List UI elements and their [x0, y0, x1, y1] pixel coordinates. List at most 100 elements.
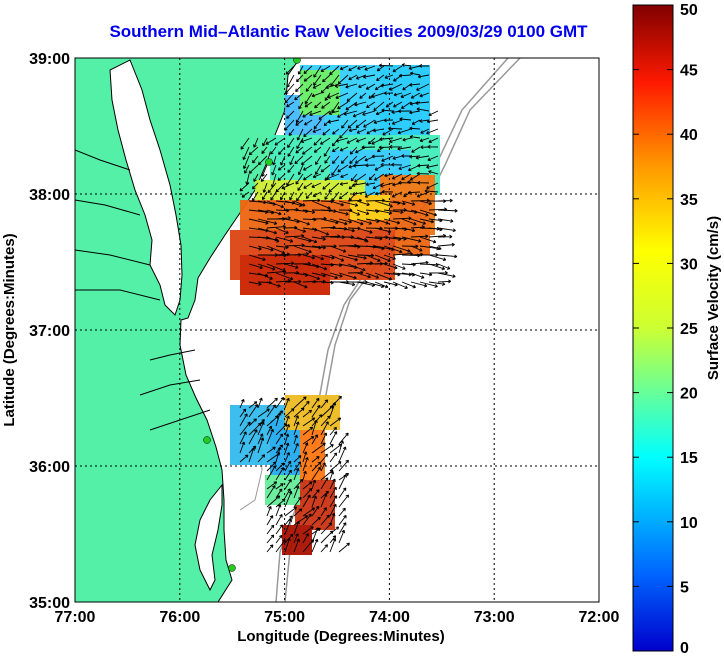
velocity-arrow: [374, 200, 393, 208]
velocity-arrow: [304, 92, 313, 105]
velocity-arrow: [253, 137, 259, 148]
velocity-arrow: [399, 117, 412, 122]
x-tick-label: 75:00: [264, 609, 305, 626]
velocity-arrow: [352, 163, 367, 168]
velocity-arrow: [284, 92, 295, 104]
station-marker: [203, 436, 211, 444]
velocity-arrow: [293, 538, 300, 553]
velocity-arrow: [409, 135, 421, 139]
velocity-arrow: [248, 146, 259, 156]
velocity-arrow: [428, 254, 447, 262]
velocity-arrow: [311, 489, 320, 499]
velocity-arrow: [410, 281, 428, 288]
velocity-arrow: [239, 398, 245, 409]
velocity-arrow: [320, 415, 331, 427]
y-axis-label: Latitude (Degrees:Minutes): [1, 233, 18, 426]
velocity-arrow: [289, 191, 295, 201]
velocity-arrow: [437, 272, 456, 279]
velocity-arrow: [257, 272, 273, 280]
velocity-arrow: [294, 92, 304, 101]
velocity-arrow: [277, 164, 286, 171]
velocity-arrow: [311, 495, 317, 508]
velocity-arrow: [297, 164, 304, 176]
velocity-arrow: [241, 191, 250, 198]
velocity-arrow: [261, 164, 268, 177]
velocity-arrow: [320, 514, 330, 526]
velocity-arrow: [302, 209, 316, 214]
velocity-arrow: [329, 245, 347, 253]
velocity-arrow: [409, 101, 421, 106]
velocity-arrow: [383, 245, 403, 254]
velocity-arrow: [411, 119, 421, 125]
velocity-arrow: [338, 200, 359, 207]
velocity-arrow: [311, 461, 322, 472]
velocity-arrow: [320, 477, 329, 490]
velocity-arrow: [303, 182, 313, 189]
velocity-arrow: [275, 396, 285, 409]
velocity-arrow: [419, 63, 430, 68]
velocity-arrow: [313, 119, 322, 130]
velocity-arrow: [248, 401, 258, 409]
velocity-arrow: [393, 101, 403, 108]
velocity-arrow: [392, 263, 406, 270]
velocity-arrow: [338, 487, 347, 499]
velocity-arrow: [293, 218, 310, 226]
velocity-arrow: [383, 118, 394, 123]
velocity-arrow: [383, 218, 401, 225]
velocity-arrow: [391, 191, 403, 198]
velocity-arrow: [293, 415, 299, 427]
velocity-arrow: [372, 128, 385, 133]
velocity-arrow: [302, 417, 316, 427]
velocity-arrow: [297, 182, 304, 191]
velocity-arrow: [311, 466, 321, 481]
velocity-arrow: [361, 145, 376, 150]
velocity-arrow: [417, 74, 430, 79]
velocity-arrow: [311, 538, 319, 553]
velocity-arrow: [302, 400, 310, 409]
velocity-arrow: [378, 63, 394, 68]
velocity-arrow: [397, 146, 412, 151]
y-tick-label: 37:00: [29, 323, 70, 340]
velocity-arrow: [284, 488, 291, 499]
velocity-arrow: [311, 456, 320, 463]
velocity-arrow: [409, 71, 421, 76]
chesapeake-bay: [109, 59, 183, 316]
colorbar-tick-label: 20: [680, 386, 698, 403]
velocity-arrow: [266, 397, 278, 409]
velocity-arrow: [329, 402, 337, 418]
velocity-arrow: [391, 173, 403, 180]
velocity-arrow: [284, 478, 292, 490]
velocity-arrow: [417, 163, 430, 168]
velocity-arrow: [365, 83, 376, 90]
southern-velocity-field: [230, 395, 340, 555]
velocity-arrow: [329, 218, 348, 226]
velocity-arrow: [410, 92, 421, 99]
velocity-arrow: [392, 216, 412, 221]
velocity-arrow: [368, 92, 376, 99]
velocity-arrow: [248, 263, 263, 270]
velocity-arrow: [302, 426, 314, 436]
x-tick-label: 73:00: [474, 609, 515, 626]
velocity-arrow: [437, 198, 453, 203]
velocity-arrow: [257, 263, 276, 271]
velocity-arrow: [302, 513, 312, 526]
velocity-arrow: [426, 128, 439, 135]
velocity-arrow: [302, 470, 307, 481]
velocity-arrow: [311, 272, 326, 278]
velocity-arrow: [374, 218, 389, 225]
velocity-arrow: [419, 119, 430, 123]
velocity-arrow: [302, 146, 313, 155]
velocity-arrow: [362, 110, 376, 116]
velocity-arrow: [303, 164, 313, 171]
velocity-arrow: [364, 191, 376, 198]
velocity-arrow: [302, 539, 315, 553]
velocity-arrow: [266, 425, 273, 436]
velocity-arrow: [373, 119, 385, 125]
velocity-arrow: [284, 537, 291, 553]
velocity-arrow: [262, 137, 268, 147]
velocity-arrow: [383, 263, 398, 270]
velocity-arrows: [239, 63, 458, 553]
velocity-arrow: [248, 445, 257, 454]
velocity-arrow: [293, 520, 300, 535]
velocity-arrow: [302, 236, 318, 244]
